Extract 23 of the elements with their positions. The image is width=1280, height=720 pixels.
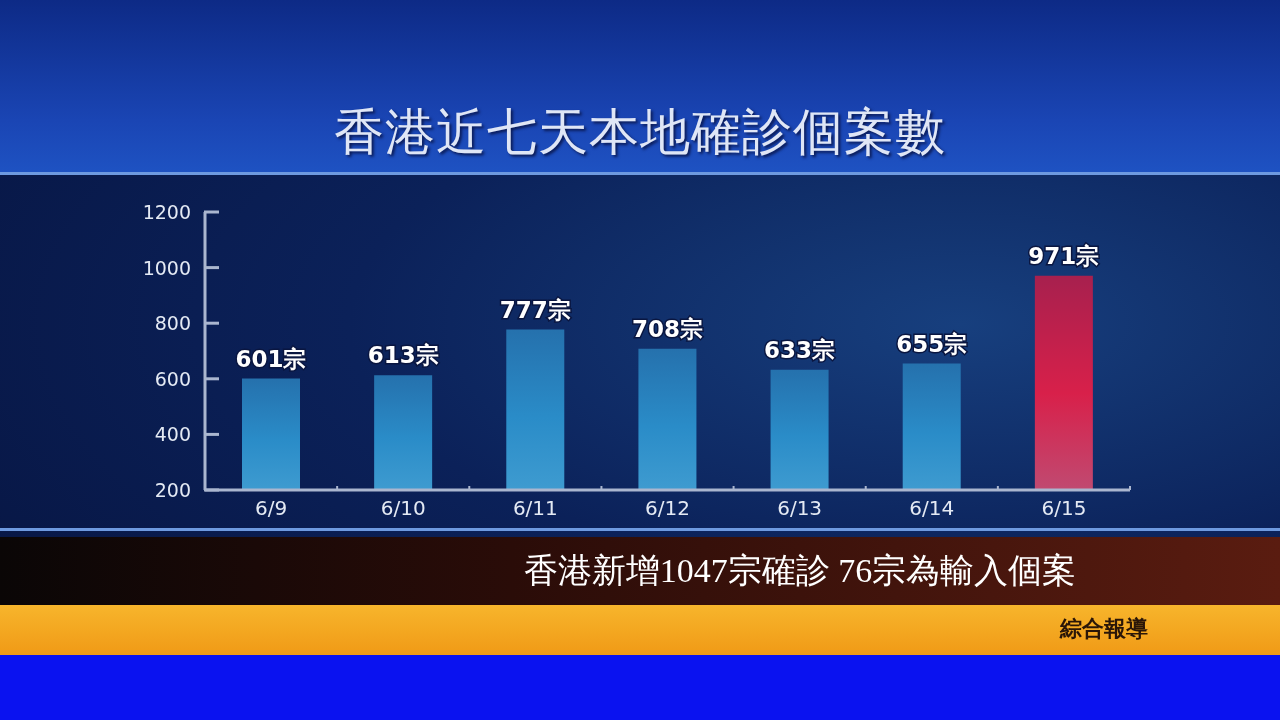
data-label: 613宗: [367, 342, 439, 369]
data-label: 633宗: [764, 336, 836, 363]
data-label: 601宗: [235, 345, 307, 372]
x-tick-label: 6/13: [777, 496, 823, 520]
data-label: 971宗: [1028, 242, 1100, 269]
text: 綜合報導: [1060, 615, 1148, 643]
chart-title: 香港近七天本地確診個案數: [333, 102, 947, 162]
x-tick-label: 6/14: [909, 496, 955, 520]
y-tick-label: 400: [154, 423, 191, 446]
y-tick-label: 1200: [142, 201, 191, 223]
y-tick-label: 800: [154, 312, 191, 335]
x-tick-label: 6/9: [254, 496, 288, 520]
x-tick-label: 6/12: [645, 496, 690, 520]
data-label: 655宗: [896, 330, 968, 357]
data-label: 777宗: [499, 296, 571, 323]
data-label: 708宗: [631, 315, 703, 342]
x-tick-label: 6/11: [512, 496, 558, 520]
y-tick-label: 200: [154, 479, 191, 501]
text: 香港新增1047宗確診 76宗為輸入個案: [522, 551, 1078, 591]
y-tick-label: 1000: [142, 256, 191, 279]
x-tick-label: 6/15: [1041, 496, 1087, 520]
x-tick-label: 6/10: [380, 496, 426, 520]
y-tick-label: 600: [154, 367, 191, 390]
